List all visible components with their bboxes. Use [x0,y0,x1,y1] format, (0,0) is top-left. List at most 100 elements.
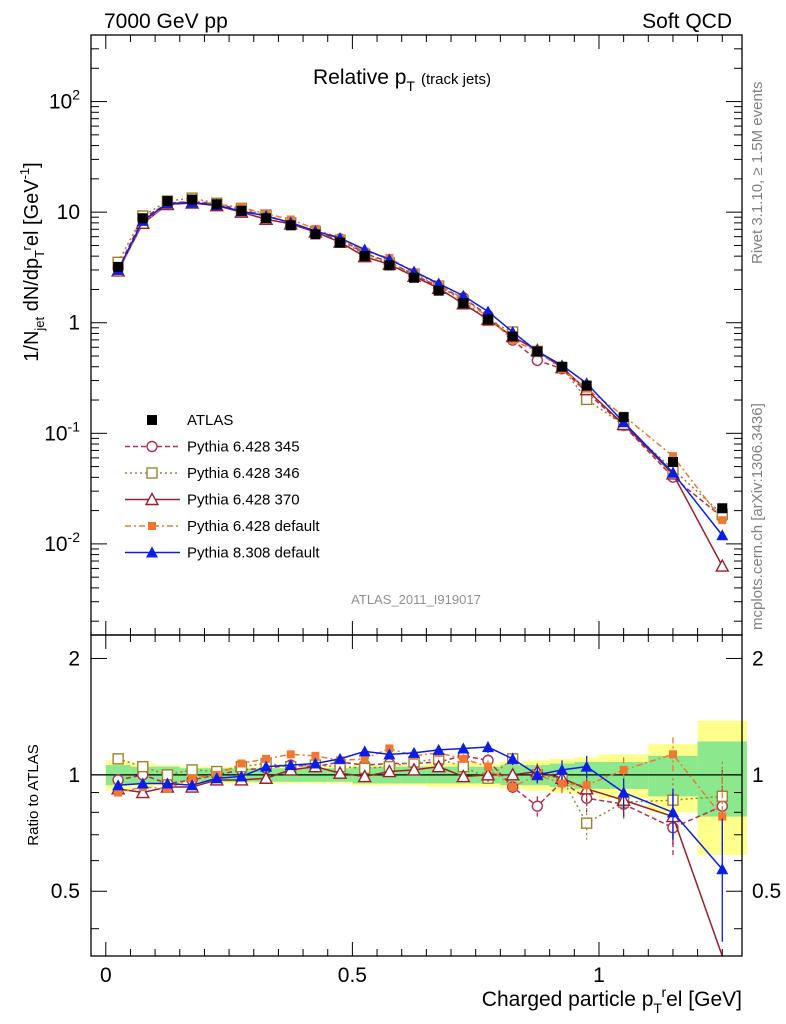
data-point [718,516,727,525]
ratio-point [358,745,371,757]
ratio-point [531,800,544,812]
legend-item: Pythia 8.308 default [125,545,320,562]
mcplots-label: mcplots.cern.ch [arXiv:1306.3436] [749,403,766,630]
atlas-point [335,237,346,248]
plot-title-extra: (track jets) [421,71,491,88]
ratio-point [431,759,446,773]
legend-item: Pythia 6.428 346 [125,465,300,482]
atlas-point [359,251,370,262]
atlas-point [458,298,469,309]
ratio-tick-label-right: 1 [752,764,764,787]
ratio-point [557,779,566,788]
y-tick-label: 10 [57,201,80,224]
atlas-point [187,194,198,205]
reference-points [113,194,728,514]
legend: ATLAS Pythia 6.428 345 Pythia 6.428 346 Pyt… [125,412,320,562]
ratio-tick-label-left: 1 [68,764,80,787]
ratio-point [408,746,421,758]
atlas-point [310,229,321,240]
atlas-point [113,261,124,272]
ratio-point [284,759,297,771]
legend-marker [148,522,156,530]
y-tick-label: 10-1 [44,418,80,445]
x-tick-label: 1 [593,964,605,987]
atlas-point [667,457,678,468]
x-axis-label: Charged particle pTrel [GeV] [482,984,742,1016]
y-tick-label: 102 [49,87,80,114]
plot-title-main: Relative p [313,66,406,89]
series-layer [110,192,730,957]
atlas-point [137,213,148,224]
series-line [117,197,723,515]
data-point [715,558,730,572]
ratio-point [137,760,149,773]
ratio-point [506,752,519,764]
ratio-point [666,806,679,818]
legend-item: Pythia 6.428 370 [125,492,300,509]
ratio-point [718,812,727,821]
ratio-point [235,770,248,782]
data-point [666,466,679,478]
series-main-4 [112,196,729,541]
x-tick-label: 0 [100,964,112,987]
atlas-point [261,213,272,224]
atlas-point [618,412,629,423]
legend-label: Pythia 6.428 346 [187,465,300,482]
ratio-point [383,748,396,760]
data-point [457,289,470,301]
ratio-point [188,774,197,783]
ratio-point [112,779,125,791]
ratio-tick-label-left: 0.5 [51,880,80,903]
data-point [716,529,729,541]
data-point [580,393,593,406]
ratio-point [382,764,397,778]
y-tick-label: 10-2 [44,529,80,556]
ratio-point [114,788,123,797]
ratio-point [334,752,347,764]
ratio-point [619,765,628,774]
legend-label: Pythia 6.428 345 [187,439,300,456]
legend-label: ATLAS [187,412,233,429]
collision-label: 7000 GeV pp [104,10,228,33]
legend-item: Pythia 6.428 345 [125,439,300,456]
ratio-point [186,779,199,791]
legend-marker [146,467,158,479]
ratio-point [457,742,470,754]
ratio-tick-label-right: 2 [752,647,764,670]
atlas-point [409,272,420,283]
ratio-point [531,768,544,780]
atlas-point [384,260,395,271]
ratio-point [580,817,593,829]
ratio-point [163,784,172,793]
ratio-point [716,863,729,875]
ratio-point [210,772,223,784]
atlas-point [507,331,518,342]
reference-uncertainty-bands [105,720,747,856]
ratio-point [668,750,677,759]
ratio-point [555,763,568,775]
atlas-point [211,199,222,210]
atlas-point [581,380,592,391]
ratio-plot-frame [90,634,743,957]
legend-marker [144,492,160,506]
ratio-point [580,760,593,772]
ratio-point [112,753,124,765]
legend-label: Pythia 8.308 default [187,545,320,562]
ratio-point [357,769,372,783]
ratio-point [136,777,149,789]
ratio-y-axis-label: Ratio to ATLAS [25,744,42,845]
plot-title: Relative pT (track jets) [313,66,491,94]
ratio-point [237,759,246,768]
main-y-axis-label: 1/Njet dN/dpTrel [GeV-1] [17,162,47,361]
ratio-point [332,765,348,779]
ratio-point [262,754,271,763]
x-tick-label: 0.5 [338,964,367,987]
ratio-point [286,750,295,759]
legend-item: Pythia 6.428 default [125,518,320,535]
atlas-point [717,503,728,514]
ratio-point [617,786,630,798]
atlas-point [285,220,296,231]
legend-marker [147,415,157,425]
series-line [117,201,723,536]
